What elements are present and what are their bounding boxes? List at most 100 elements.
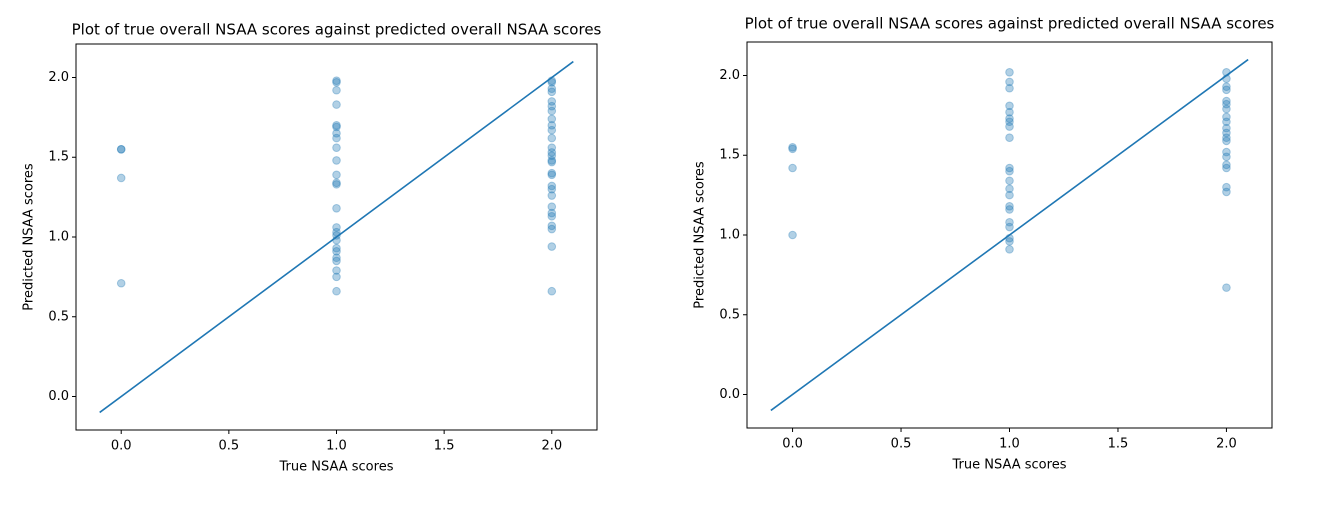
- point: [547, 157, 557, 167]
- point: [547, 87, 557, 97]
- point: [1222, 160, 1231, 170]
- y-tick-label: 0.0: [48, 389, 69, 404]
- y-tick-label: 1.5: [719, 148, 740, 163]
- point: [788, 142, 797, 152]
- point: [332, 143, 341, 152]
- point: [332, 77, 341, 87]
- point: [116, 278, 126, 288]
- x-tick-label: 1.5: [434, 439, 455, 454]
- point: [547, 208, 557, 218]
- point: [116, 173, 126, 183]
- point: [1222, 152, 1231, 162]
- x-axis-label: True NSAA scores: [952, 458, 1067, 473]
- point: [1005, 133, 1014, 143]
- point: [332, 133, 341, 143]
- point: [1005, 184, 1014, 194]
- point: [1222, 133, 1231, 143]
- point: [547, 202, 557, 211]
- point: [547, 191, 557, 200]
- point: [332, 129, 341, 138]
- point: [1005, 245, 1014, 254]
- point: [332, 170, 341, 180]
- point: [116, 144, 126, 154]
- point: [1222, 96, 1231, 106]
- y-tick-label: 0.0: [719, 387, 740, 402]
- y-axis-label: Predicted NSAA scores: [693, 161, 708, 309]
- point: [332, 121, 341, 130]
- point: [332, 203, 341, 213]
- point: [332, 122, 341, 132]
- point: [547, 170, 557, 180]
- point: [1222, 187, 1231, 197]
- point: [1005, 77, 1014, 87]
- x-tick-label: 1.5: [1108, 437, 1129, 452]
- point: [1005, 107, 1014, 117]
- point: [547, 211, 557, 221]
- point: [547, 121, 557, 130]
- diagonal-line: [770, 58, 1249, 412]
- y-tick-label: 1.0: [48, 230, 69, 245]
- point: [332, 180, 341, 189]
- point: [1005, 117, 1014, 127]
- point: [1005, 114, 1014, 123]
- chart: Plot of true overall NSAA scores against…: [22, 21, 602, 475]
- point: [1005, 101, 1014, 111]
- x-tick-label: 0.5: [891, 437, 912, 452]
- point: [1222, 136, 1231, 146]
- point: [1005, 237, 1014, 246]
- point: [547, 181, 557, 191]
- point: [332, 76, 341, 85]
- y-tick-label: 2.0: [719, 68, 740, 83]
- point: [1222, 182, 1231, 192]
- point: [547, 101, 557, 111]
- y-tick-label: 1.5: [48, 150, 69, 165]
- point: [1005, 222, 1014, 232]
- point: [1222, 117, 1231, 127]
- point: [1005, 176, 1014, 186]
- chart-title: Plot of true overall NSAA scores against…: [72, 21, 602, 39]
- point: [547, 106, 557, 116]
- point: [1222, 104, 1231, 114]
- point: [332, 156, 341, 165]
- y-tick-label: 2.0: [48, 70, 69, 85]
- point: [547, 125, 557, 135]
- point: [547, 143, 557, 152]
- x-tick-label: 1.0: [999, 437, 1020, 452]
- point: [547, 151, 557, 160]
- point: [788, 144, 797, 154]
- point: [332, 286, 341, 296]
- x-tick-label: 1.0: [326, 439, 347, 454]
- point: [332, 256, 341, 266]
- point: [332, 253, 341, 263]
- point: [1005, 205, 1014, 214]
- point: [332, 223, 341, 232]
- point: [332, 178, 341, 188]
- point: [547, 156, 557, 165]
- y-tick-label: 0.5: [719, 307, 740, 322]
- point: [1005, 122, 1014, 131]
- y-tick-label: 0.5: [48, 309, 69, 324]
- x-tick-label: 0.0: [782, 437, 803, 452]
- point: [1222, 163, 1231, 173]
- point: [547, 286, 557, 296]
- plot-frame: [746, 41, 1273, 429]
- point: [1005, 83, 1014, 93]
- point: [547, 184, 557, 194]
- point: [547, 168, 557, 178]
- diagonal-line: [99, 60, 574, 414]
- point: [332, 85, 341, 95]
- point: [1005, 68, 1014, 77]
- point: [1222, 99, 1231, 109]
- point: [1222, 147, 1231, 157]
- point: [1222, 85, 1231, 95]
- point: [788, 230, 797, 240]
- point: [1222, 128, 1231, 138]
- point: [547, 148, 557, 157]
- y-axis-label: Predicted NSAA scores: [22, 163, 37, 311]
- point: [1005, 201, 1014, 211]
- point: [1222, 123, 1231, 133]
- point: [1005, 163, 1014, 173]
- x-tick-label: 2.0: [541, 439, 562, 454]
- point: [1222, 283, 1231, 292]
